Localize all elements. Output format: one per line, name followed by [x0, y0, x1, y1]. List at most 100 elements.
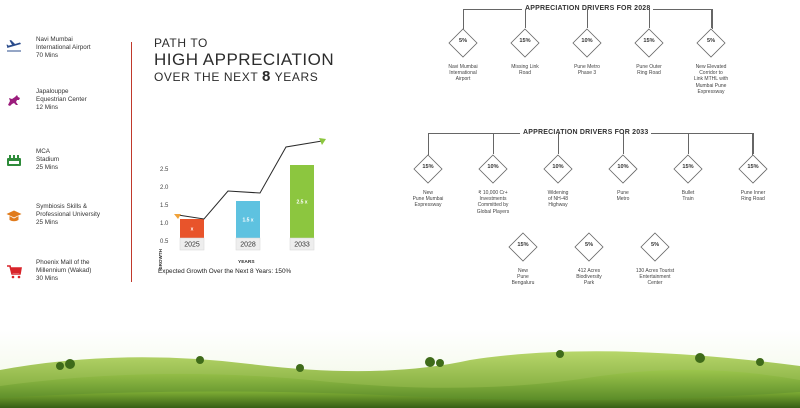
headline-line-1: PATH TO [154, 36, 208, 50]
driver-label-line: Ring Road [637, 70, 661, 77]
y-tick-label: 1.0 [160, 221, 169, 227]
driver-label-line: Bengaluru [511, 280, 535, 287]
location-line: Professional University [36, 211, 101, 218]
driver-label-line: Pune Inner [740, 190, 766, 196]
driver-percent: 15% [643, 38, 655, 44]
driver-percent: 10% [617, 164, 629, 170]
bracket-line [428, 133, 753, 155]
bar-base [289, 237, 315, 251]
horse-icon [8, 95, 20, 106]
driver-label-line: Pune [617, 190, 629, 196]
driver-label: Pune Inner Ring Road [718, 190, 788, 202]
driver-label: Bullet Train [653, 190, 723, 202]
driver-percent: 10% [552, 164, 564, 170]
driver-label-line: of NH-48 [547, 196, 568, 203]
driver-percent: 15% [517, 242, 529, 248]
connector-line [688, 133, 689, 154]
driver-label: Widening of NH-48 Highway [523, 190, 593, 209]
headline-number: 8 [261, 68, 271, 85]
diamond-marker [608, 154, 638, 184]
diamond-marker [634, 28, 664, 58]
diamond-marker [696, 28, 726, 58]
driver-label-line: Pune Mumbai [412, 196, 444, 203]
location-line: MCA [36, 148, 50, 155]
driver-label-line: Mumbai Pune [695, 82, 727, 89]
driver-label-line: Metro [616, 196, 630, 203]
driver-percent: 5% [650, 242, 660, 248]
driver-label: 130 Acres Tourist Entertainment Center [620, 268, 690, 287]
connector-line [753, 133, 754, 154]
driver-label-line: Phase 3 [577, 70, 597, 77]
driver-label-line: ₹ 10,000 Cr+ [478, 190, 508, 196]
driver-percent: 5% [706, 38, 716, 44]
driver-label: Navi Mumbai International Airport [428, 64, 498, 83]
driver-label-line: Bullet [681, 190, 695, 196]
location-time: 12 Mins [36, 104, 59, 111]
bracket-line [463, 9, 713, 29]
driver-label: Missing Link Road [490, 64, 560, 76]
driver-label-line: Link MTHL with [693, 76, 729, 83]
driver-percent: 10% [581, 38, 593, 44]
connector-line [428, 133, 429, 154]
bar-base [179, 237, 205, 251]
location-list: Navi Mumbai International Airport 70 Min… [0, 0, 135, 300]
driver-percent: 5% [458, 38, 468, 44]
location-line: Phoenix Mall of the [36, 259, 90, 266]
y-tick-label: 0.5 [160, 239, 169, 245]
driver-label-line: Pune [517, 274, 529, 281]
bar [290, 165, 314, 238]
driver-label-line: Train [682, 196, 694, 203]
stadium-icon [7, 155, 21, 166]
driver-label-line: Park [583, 280, 595, 287]
driver-percent: 5% [584, 242, 594, 248]
diamond-marker [572, 28, 602, 58]
headline-line-2: HIGH APPRECIATION [154, 50, 335, 69]
driver-label: New Pune Bengaluru [488, 268, 558, 287]
location-line: Stadium [36, 156, 60, 163]
diamond-marker [448, 28, 478, 58]
driver-label-line: New Elevated [695, 64, 727, 70]
location-line: Navi Mumbai [36, 36, 73, 43]
x-tick-label: 2028 [240, 242, 256, 249]
y-tick-label: 1.5 [160, 203, 169, 209]
driver-label: New Elevated Corridor to Link MTHL with Mum… [676, 64, 746, 95]
location-line: Symbiosis Skills & [36, 203, 88, 210]
driver-label-line: Missing Link [511, 64, 539, 70]
diamond-marker [640, 232, 670, 262]
chart-caption: Expected Growth Over the Next 8 Years: 1… [158, 268, 292, 275]
driver-label: Pune Metro [588, 190, 658, 202]
driver-label-line: Navi Mumbai [448, 64, 478, 70]
connector-line [623, 133, 624, 154]
driver-label: Pune Outer Ring Road [614, 64, 684, 76]
graduation-cap-icon [6, 210, 22, 222]
location-line: Millennium (Wakad) [36, 267, 92, 274]
driver-label: New Pune Mumbai Expressway [393, 190, 463, 209]
bar-data-label: x [191, 227, 194, 233]
x-axis-label: YEARS [238, 259, 255, 265]
bar-data-label: 1.5 x [242, 218, 253, 224]
divider-line [131, 42, 132, 282]
diamond-marker [478, 154, 508, 184]
y-tick-label: 2.5 [160, 167, 169, 173]
headline: PATH TO HIGH APPRECIATION OVER THE NEXT … [154, 36, 334, 85]
diamond-marker [413, 154, 443, 184]
headline-line-3: OVER THE NEXT 8 YEARS [154, 69, 334, 85]
y-axis-label: GROWTH [158, 248, 163, 270]
headline-suffix: YEARS [270, 70, 319, 84]
bar-base [235, 237, 261, 251]
driver-label-line: Biodiversity [576, 274, 602, 281]
landscape-illustration [0, 330, 800, 408]
trend-start-marker [174, 214, 181, 219]
driver-label-line: Corridor to [699, 70, 723, 77]
driver-label-line: New [422, 190, 433, 196]
drivers-title: APPRECIATION DRIVERS FOR 2033 [520, 129, 652, 136]
trend-arrow-icon [319, 138, 326, 145]
diamond-marker [510, 28, 540, 58]
location-line: Japalouppe [36, 88, 69, 95]
driver-label-line: Entertainment [639, 274, 671, 281]
driver-label-line: Airport [455, 76, 471, 83]
x-tick-label: 2033 [294, 242, 310, 249]
driver-label-line: Pune Metro [574, 64, 600, 70]
driver-label-line: 130 Acres Tourist [635, 268, 675, 274]
driver-label-line: Widening [547, 190, 569, 196]
